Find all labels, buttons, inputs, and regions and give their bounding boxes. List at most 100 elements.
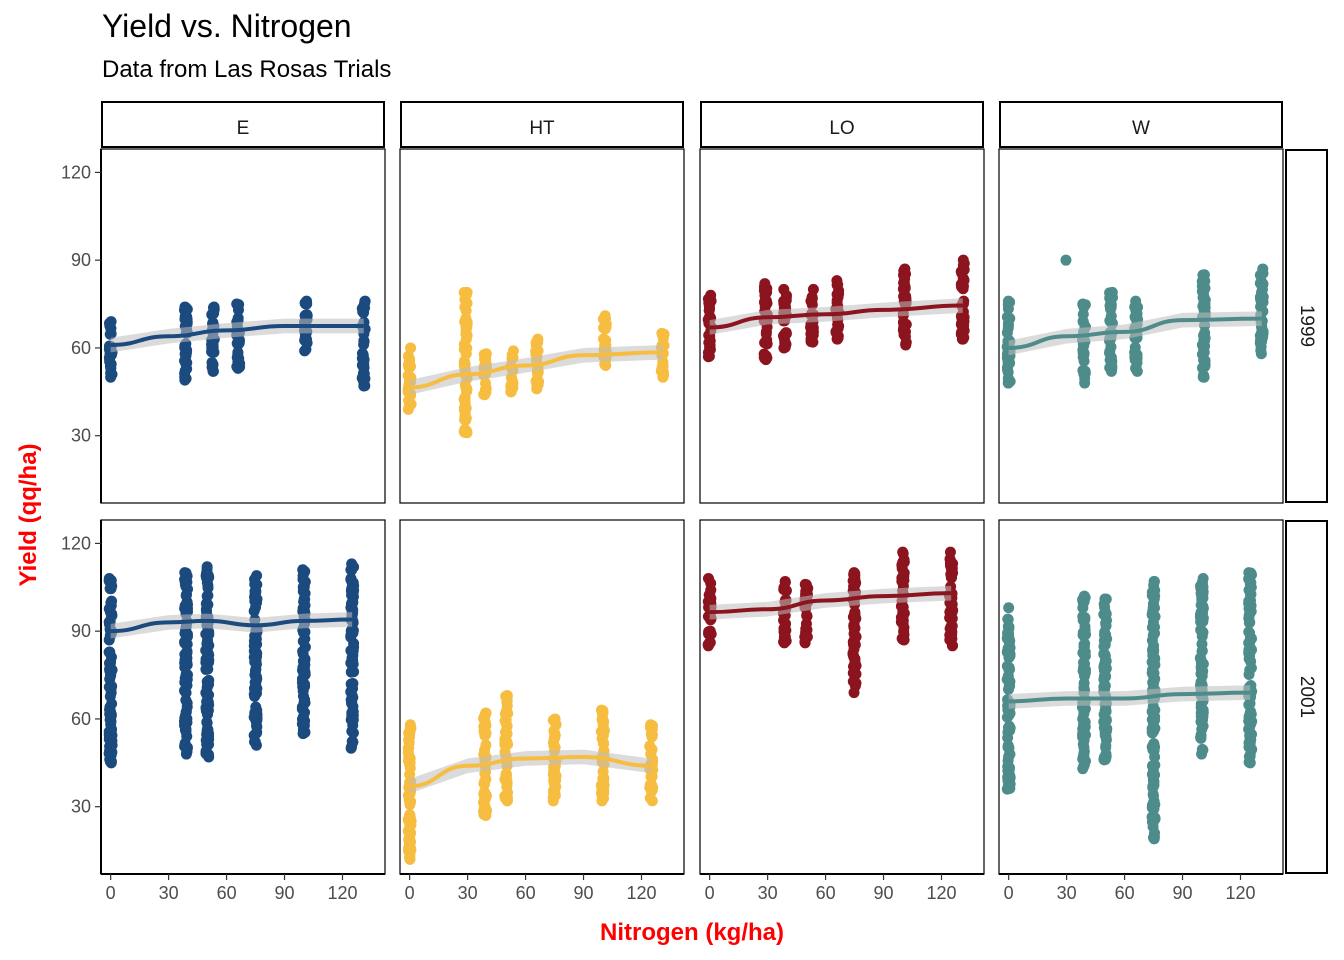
data-point: [1003, 709, 1015, 721]
data-point: [479, 776, 491, 788]
data-point: [207, 339, 219, 351]
data-point: [596, 733, 608, 745]
data-point: [180, 723, 192, 735]
data-point: [1104, 345, 1116, 357]
y-tick-label: 90: [71, 250, 91, 270]
data-point: [1243, 647, 1255, 659]
data-point: [1244, 721, 1256, 733]
data-point: [1077, 713, 1089, 725]
panel-ht-2001: [399, 519, 685, 875]
x-tick-label: 60: [816, 883, 836, 903]
data-point: [1146, 816, 1158, 828]
data-point: [105, 358, 117, 370]
facet-label-1999: 1999: [1296, 305, 1317, 347]
data-point: [1100, 714, 1112, 726]
y-tick-label: 120: [61, 162, 91, 182]
data-point: [1195, 676, 1207, 688]
data-point: [1106, 286, 1118, 298]
data-point: [348, 666, 360, 678]
data-point: [1079, 703, 1091, 715]
facet-strip-1999: [1285, 149, 1328, 503]
data-point: [402, 370, 414, 382]
data-point: [1245, 706, 1257, 718]
data-point: [404, 752, 416, 764]
data-point: [458, 355, 470, 367]
data-point: [656, 327, 668, 339]
data-point: [181, 674, 193, 686]
data-point: [1246, 633, 1258, 645]
data-point: [598, 322, 610, 334]
data-point: [499, 792, 511, 804]
data-point: [180, 373, 192, 385]
data-point: [1197, 371, 1209, 383]
data-point: [1100, 608, 1112, 620]
data-point: [849, 634, 861, 646]
chart-subtitle: Data from Las Rosas Trials: [102, 56, 392, 83]
data-point: [502, 707, 514, 719]
data-point: [404, 799, 416, 811]
data-point: [405, 836, 417, 848]
data-point: [404, 360, 416, 372]
data-point: [1099, 593, 1111, 605]
facet-strip-w: [999, 101, 1283, 148]
data-point: [1077, 308, 1089, 320]
data-point: [532, 368, 544, 380]
smooth-line-lo-1999: [709, 303, 963, 330]
data-point: [1079, 373, 1091, 385]
data-point: [1003, 662, 1015, 674]
data-point: [201, 696, 213, 708]
data-point: [403, 742, 415, 754]
data-point: [704, 637, 716, 649]
x-tick-label: 90: [1173, 883, 1193, 903]
smooth-band-w-1999: [1008, 311, 1262, 356]
data-point: [849, 680, 861, 692]
data-point: [645, 719, 657, 731]
data-point: [895, 600, 907, 612]
data-point: [1099, 649, 1111, 661]
data-point: [480, 707, 492, 719]
data-point: [299, 626, 311, 638]
data-point: [297, 573, 309, 585]
data-point: [530, 345, 542, 357]
data-point: [202, 569, 214, 581]
data-point: [480, 739, 492, 751]
facet-strip-ht: [400, 101, 684, 148]
smooth-line-w-2001: [1008, 690, 1251, 704]
data-point: [1080, 664, 1092, 676]
data-point: [250, 640, 262, 652]
x-tick-label: 0: [106, 883, 116, 903]
data-point: [106, 610, 118, 622]
data-point: [1199, 358, 1211, 370]
data-point: [1002, 740, 1014, 752]
data-point: [501, 690, 513, 702]
data-point: [848, 619, 860, 631]
data-point: [480, 790, 492, 802]
data-point: [1197, 744, 1209, 756]
x-tick-label: 90: [874, 883, 894, 903]
data-point: [346, 741, 358, 753]
data-point: [297, 581, 309, 593]
facet-label-w: W: [1132, 118, 1150, 139]
data-point: [896, 558, 908, 570]
data-point: [298, 719, 310, 731]
data-point: [597, 781, 609, 793]
data-point: [249, 578, 261, 590]
data-point: [1243, 597, 1255, 609]
data-point: [1149, 659, 1161, 671]
data-point: [548, 766, 560, 778]
data-point: [1196, 626, 1208, 638]
data-point: [1003, 602, 1015, 614]
data-point: [780, 584, 792, 596]
data-point: [547, 792, 559, 804]
data-point: [1129, 341, 1141, 353]
data-point: [251, 570, 263, 582]
data-point: [759, 278, 771, 290]
data-point: [780, 328, 792, 340]
data-point: [1149, 714, 1161, 726]
data-point: [1196, 665, 1208, 677]
smooth-line-ht-1999: [409, 350, 663, 390]
data-point: [1245, 588, 1257, 600]
data-point: [501, 728, 513, 740]
data-point: [805, 333, 817, 345]
